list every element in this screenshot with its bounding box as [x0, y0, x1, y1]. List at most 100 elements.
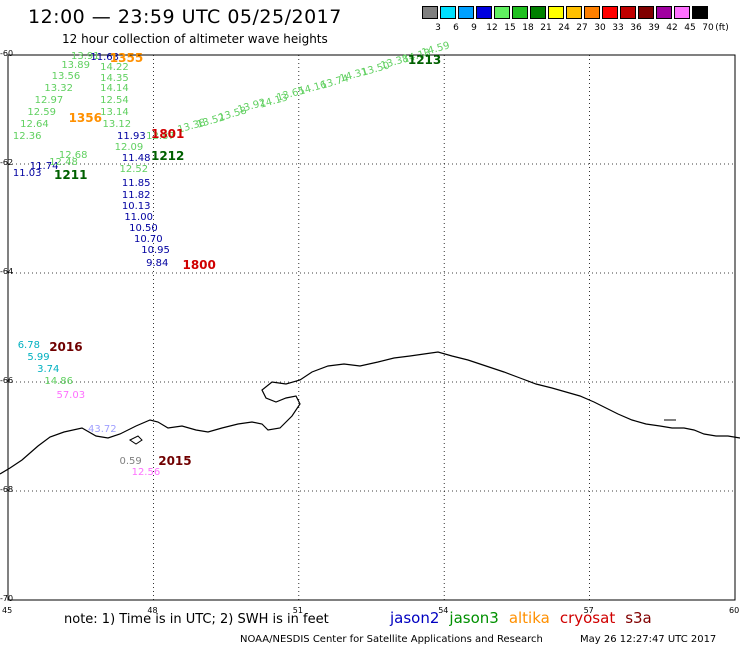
legend-cryosat: cryosat [559, 609, 616, 627]
swh-value-label: 57.03 [56, 389, 86, 401]
lon-tick-label: 54 [438, 606, 449, 615]
swh-value-label: 12.48 [49, 157, 78, 168]
pass-time-label: 2015 [158, 454, 192, 469]
swh-value-label: 12.59 [27, 106, 57, 118]
swh-value-label: 12.64 [20, 118, 49, 130]
swh-value-label: 12.09 [114, 141, 144, 153]
scale-label: 36 [630, 23, 642, 33]
scale-swatch [584, 6, 600, 19]
pass-time-label: 1212 [150, 148, 185, 163]
lat-tick-label: -68 [0, 485, 14, 494]
swh-value-label: 14.22 [100, 61, 129, 73]
lon-tick-label: 57 [583, 606, 594, 615]
footer-note: note: 1) Time is in UTC; 2) SWH is in fe… [64, 612, 329, 627]
legend-s3a: s3a [625, 609, 652, 627]
swh-value-label: 11.85 [121, 177, 151, 189]
swh-value-label: 5.99 [27, 351, 50, 363]
scale-swatch [638, 6, 654, 19]
swh-value-label: 12.36 [12, 130, 42, 142]
scale-swatch [422, 6, 438, 19]
scale-swatch [548, 6, 564, 19]
pass-time-label: 2016 [49, 339, 83, 354]
scale-label: 27 [576, 23, 588, 33]
scale-label: 3 [435, 23, 441, 33]
pass-time-label: 1356 [68, 110, 102, 125]
swh-value-label: 6.78 [17, 339, 40, 351]
scale-label: 33 [612, 23, 624, 33]
scale-label: 39 [648, 23, 660, 33]
swh-value-label: 13.14 [100, 106, 129, 118]
scale-label: 30 [594, 23, 606, 33]
scale-label: 12 [486, 23, 498, 33]
legend-altika: altika [508, 609, 550, 627]
antarctic-coastline [0, 351, 740, 475]
scale-label: 45 [684, 23, 696, 33]
swh-value-label: 13.89 [61, 59, 90, 71]
pass-time-label: 1355 [109, 50, 144, 65]
scale-swatch [494, 6, 510, 19]
pass-time-label: 1801 [150, 127, 185, 142]
swh-value-label: 11.63 [90, 51, 120, 63]
swh-value-label: 0.59 [119, 455, 142, 467]
lat-tick-label: -70 [0, 594, 14, 603]
scale-swatch [440, 6, 456, 19]
scale-swatch [458, 6, 474, 19]
swh-value-label: 12.68 [58, 150, 88, 162]
lat-tick-label: -60 [0, 49, 14, 58]
scale-label: 42 [666, 23, 678, 33]
swh-value-label: 14.86 [44, 376, 73, 388]
scale-swatch [620, 6, 636, 19]
page-title: 12:00 — 23:59 UTC 05/25/2017 [28, 6, 342, 28]
lon-tick-label: 60 [729, 606, 740, 615]
swh-value-label: 10.70 [134, 234, 163, 246]
scale-swatch [692, 6, 708, 19]
swh-value-label: 13.12 [102, 118, 132, 130]
swh-value-label: 12.56 [131, 466, 161, 478]
swh-value-label: 11.74 [29, 161, 59, 173]
swh-value-label: 3.74 [37, 364, 60, 376]
swh-value-label: 14.14 [100, 83, 129, 95]
swh-value-label: 11.03 [12, 167, 42, 179]
scale-swatch [656, 6, 672, 19]
satellite-legend: jason2 jason3 altika cryosat s3a [390, 609, 662, 627]
swh-value-label: 43.72 [87, 424, 117, 436]
scale-unit: (ft) [715, 23, 729, 33]
swh-value-label: 10.13 [121, 200, 151, 212]
swh-value-label: 11.48 [121, 152, 151, 164]
coastline-inlet [129, 435, 143, 445]
lat-tick-label: -64 [0, 267, 14, 276]
swh-value-label: 11.00 [124, 211, 153, 223]
scale-label: 24 [558, 23, 570, 33]
lon-tick-label: 48 [147, 606, 158, 615]
swh-value-label: 11.82 [121, 189, 151, 201]
pass-time-label: 1213 [407, 53, 442, 68]
pass-time-label: 1211 [54, 167, 88, 182]
swh-value-label: 9.84 [146, 257, 169, 269]
page-subtitle: 12 hour collection of altimeter wave hei… [62, 32, 328, 46]
lon-tick-label: 45 [2, 606, 13, 615]
swh-value-label: 12.97 [34, 95, 64, 107]
lat-tick-label: -62 [0, 158, 14, 167]
legend-jason3: jason3 [449, 609, 499, 627]
swh-value-label: 13.32 [44, 83, 73, 95]
scale-label: 6 [453, 23, 459, 33]
scale-label: 70 [702, 23, 714, 33]
scale-swatch [566, 6, 582, 19]
scale-swatch [530, 6, 546, 19]
scale-swatch [512, 6, 528, 19]
scale-swatch [602, 6, 618, 19]
scale-label: 15 [504, 23, 516, 33]
swh-value-label: 13.56 [51, 70, 81, 82]
swh-value-label: 10.95 [141, 245, 170, 257]
pass-time-label: 1800 [182, 257, 216, 272]
swh-value-label: 12.87 [146, 130, 175, 142]
scale-swatch [476, 6, 492, 19]
scale-label: 18 [522, 23, 534, 33]
map-frame [7, 54, 736, 601]
swh-value-label: 13.91 [71, 50, 100, 62]
swh-value-label: 12.52 [119, 163, 149, 175]
swh-value-label: 14.35 [100, 72, 129, 84]
scale-label: 9 [471, 23, 477, 33]
lon-tick-label: 51 [292, 606, 303, 615]
